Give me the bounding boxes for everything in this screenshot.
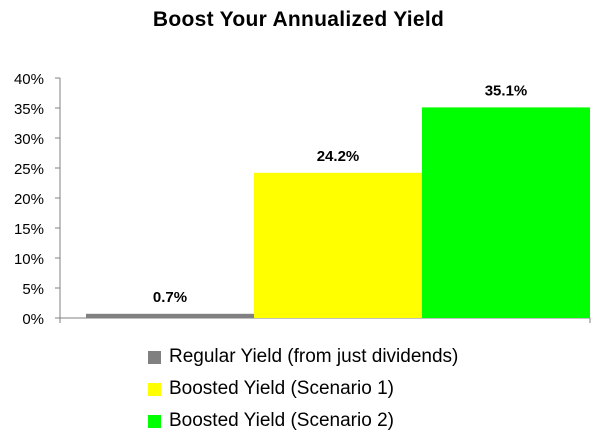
- legend-label-boosted-yield-2: Boosted Yield (Scenario 2): [169, 410, 394, 431]
- y-tick-label: 40%: [14, 71, 44, 88]
- legend-swatch-boosted-yield-1: [148, 382, 161, 396]
- chart-legend: Regular Yield (from just dividends) Boos…: [148, 342, 458, 438]
- y-tick-label: 35%: [14, 101, 44, 118]
- bar-1: [86, 313, 254, 318]
- y-tick-label: 0%: [22, 311, 44, 328]
- y-tick-label: 5%: [22, 281, 44, 298]
- bar-value-label: 35.1%: [485, 82, 528, 99]
- legend-item-regular-yield: Regular Yield (from just dividends): [148, 342, 458, 372]
- legend-item-boosted-yield-1: Boosted Yield (Scenario 1): [148, 374, 458, 404]
- bar-3: [422, 107, 590, 319]
- y-tick-label: 30%: [14, 131, 44, 148]
- y-tick-label: 25%: [14, 161, 44, 178]
- legend-item-boosted-yield-2: Boosted Yield (Scenario 2): [148, 406, 458, 436]
- y-tick-label: 15%: [14, 221, 44, 238]
- legend-swatch-regular-yield: [148, 350, 161, 364]
- bar-chart: 0% 5% 10% 15% 20% 25% 30% 35% 40% 0.7% 24.2% 35.1%: [14, 71, 591, 328]
- chart-title: Boost Your Annualized Yield: [152, 8, 445, 31]
- legend-label-regular-yield: Regular Yield (from just dividends): [169, 346, 459, 367]
- bar-value-label: 0.7%: [153, 289, 187, 306]
- legend-label-boosted-yield-1: Boosted Yield (Scenario 1): [169, 378, 394, 399]
- y-tick-label: 10%: [14, 251, 44, 268]
- bar-2: [254, 172, 422, 318]
- y-tick-label: 20%: [14, 191, 44, 208]
- bar-value-label: 24.2%: [317, 148, 360, 165]
- legend-swatch-boosted-yield-2: [148, 414, 161, 428]
